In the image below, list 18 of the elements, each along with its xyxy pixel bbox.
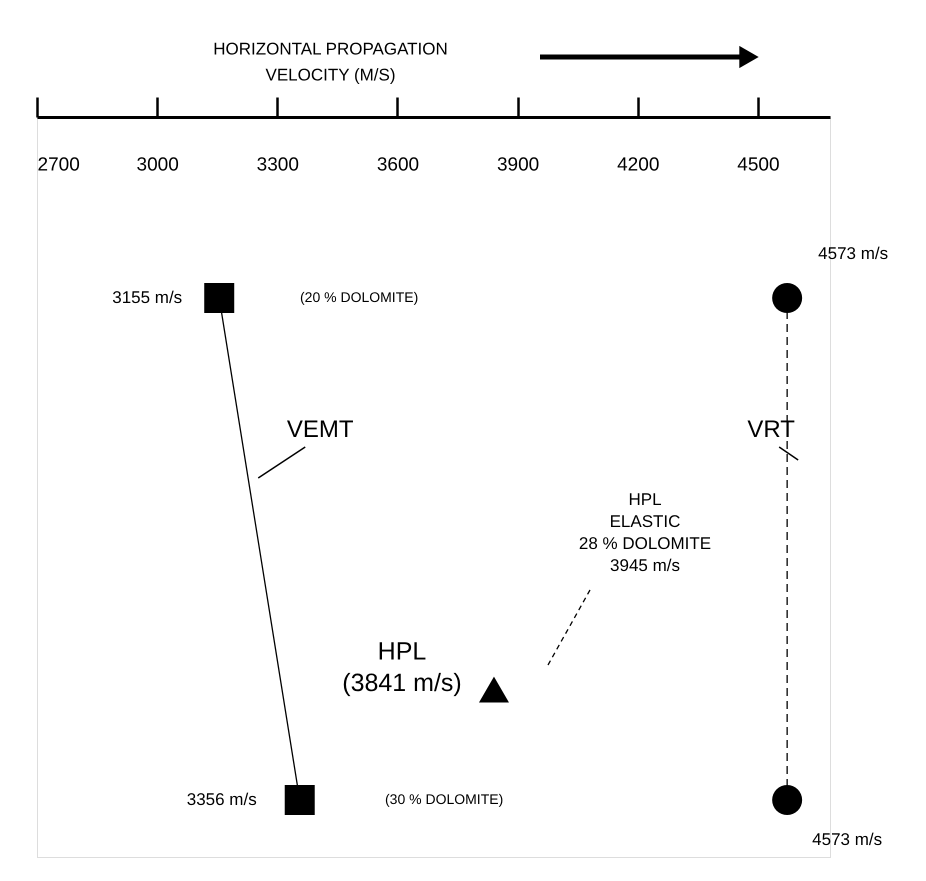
x-tick-label: 3600	[376, 154, 420, 176]
x-tick-label: 3900	[496, 154, 540, 176]
annotation: (20 % DOLOMITE)	[300, 289, 418, 305]
x-tick-label: 4500	[737, 154, 780, 176]
x-axis-title: HORIZONTAL PROPAGATION VELOCITY (M/S)	[213, 40, 448, 84]
annotation: HPL ELASTIC 28 % DOLOMITE 3945 m/s	[578, 490, 712, 575]
x-tick-label: 3300	[256, 154, 299, 176]
series-label: VRT	[747, 416, 796, 443]
series-label: VEMT	[286, 416, 354, 443]
annotation: 4573 m/s	[812, 830, 882, 849]
annotation: HPL (3841 m/s)	[342, 638, 462, 697]
annotation: 3356 m/s	[186, 790, 257, 809]
annotation: 4573 m/s	[818, 244, 888, 263]
annotation: 3155 m/s	[112, 288, 182, 307]
annotation: (30 % DOLOMITE)	[385, 791, 504, 807]
x-tick-label: 2700	[38, 154, 80, 176]
x-tick-label: 3000	[136, 154, 179, 176]
x-tick-label: 4200	[617, 154, 660, 176]
